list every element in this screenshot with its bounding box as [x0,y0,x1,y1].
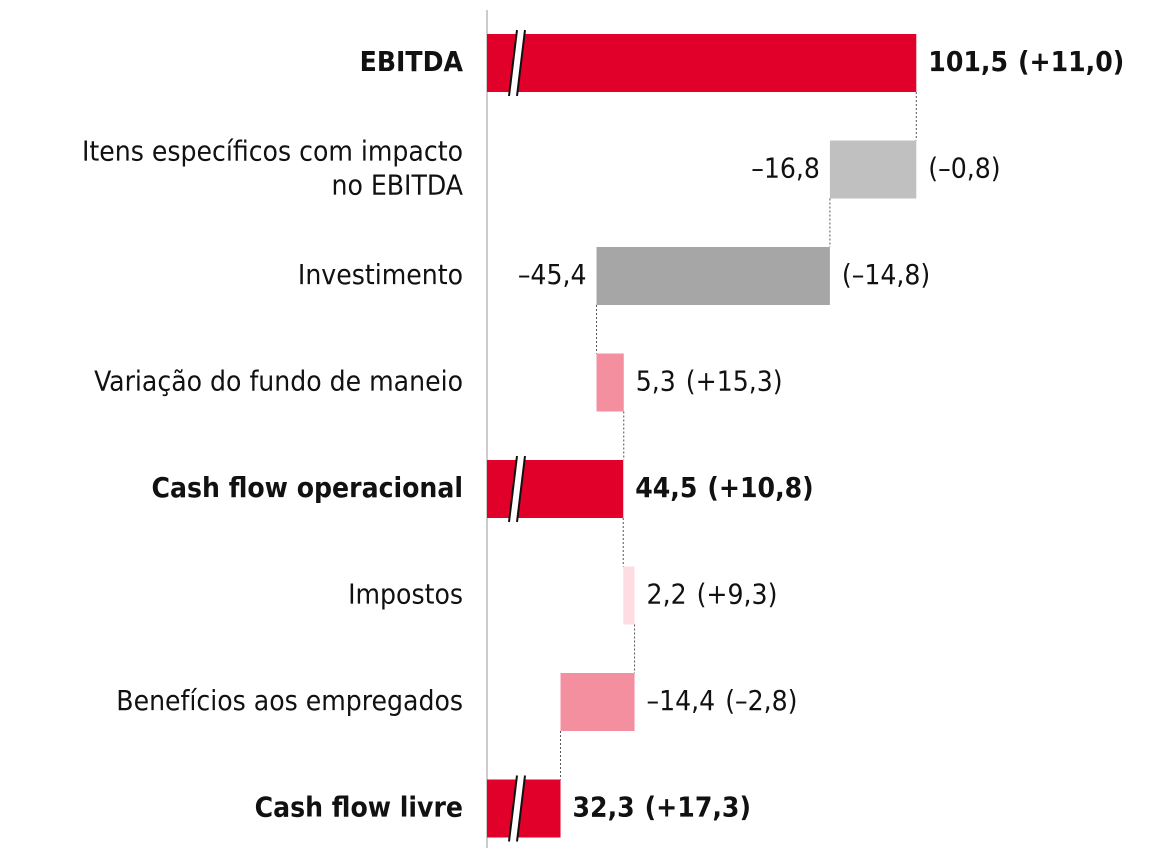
category-label: Benefícios aos empregados [116,684,463,717]
axis-break [508,29,518,97]
value-label: –45,4 [518,258,587,291]
change-label: (+9,3) [697,578,778,611]
change-label: (+15,3) [686,365,783,398]
axis-break [508,455,518,523]
category-line: no EBITDA [331,169,463,202]
axis-break [509,775,525,842]
bar [829,140,917,199]
category-line: Investimento [298,258,463,291]
category-label: Itens específicos com impacto no EBITDA [82,135,464,202]
value-label: 101,5 [928,45,1008,78]
bar [560,673,635,731]
change-label: (–14,8) [842,258,930,291]
category-line: Cash flow operacional [152,471,463,504]
category-label: Cash flow livre [255,791,463,824]
value-label: 5,3 [636,365,676,398]
change-label: (+11,0) [1018,45,1124,78]
bar [487,460,624,518]
change-label: (–2,8) [725,684,797,717]
bar [596,247,830,305]
category-line: Variação do fundo de maneio [94,365,463,398]
axis-break [509,456,525,522]
axis-break [508,775,518,842]
category-line: Cash flow livre [255,791,463,824]
value-label: 32,3 [573,791,635,824]
bar [596,353,624,412]
category-label: Impostos [348,578,463,611]
axis-break [509,30,525,96]
value-label: –14,4 [647,684,716,717]
category-line: Benefícios aos empregados [116,684,463,717]
category-label: Cash flow operacional [152,471,463,504]
category-line: Impostos [348,578,463,611]
category-label: Variação do fundo de maneio [94,365,463,398]
change-label: (–0,8) [928,152,1000,185]
bar [487,34,917,92]
value-label: 44,5 [635,471,697,504]
change-label: (+10,8) [707,471,813,504]
category-line: Itens específicos com impacto [82,135,463,168]
category-line: EBITDA [360,45,464,78]
category-label: EBITDA [360,45,464,78]
axis-break [516,455,526,523]
axis-break [516,775,526,842]
change-label: (+17,3) [645,791,751,824]
axis-break [516,29,526,97]
category-label: Investimento [298,258,463,291]
value-label: 2,2 [647,578,687,611]
value-label: –16,8 [751,152,820,185]
bar [623,566,635,625]
